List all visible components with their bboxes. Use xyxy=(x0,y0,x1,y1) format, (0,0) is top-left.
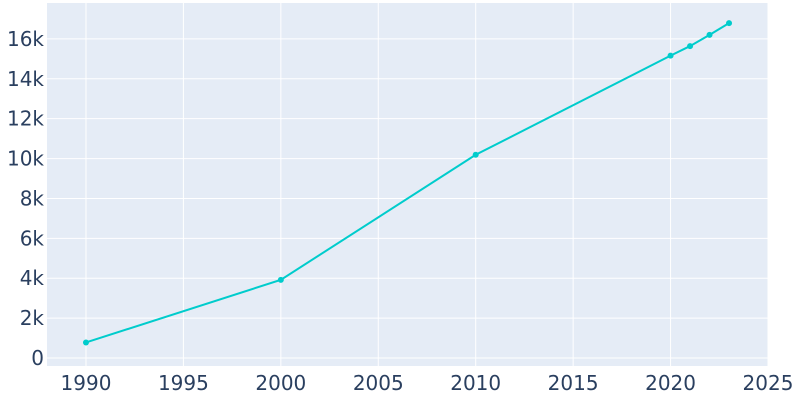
data-point xyxy=(667,52,674,59)
x-tick-label: 1990 xyxy=(61,371,112,395)
y-tick-label: 8k xyxy=(20,186,45,210)
data-point xyxy=(82,339,89,346)
data-point xyxy=(726,20,733,27)
y-tick-label: 10k xyxy=(7,147,44,171)
series-group xyxy=(82,20,733,346)
x-tick-label: 2005 xyxy=(353,371,404,395)
y-tick-label: 12k xyxy=(7,107,44,131)
x-tick-label: 1995 xyxy=(158,371,209,395)
x-tick-label: 2015 xyxy=(548,371,599,395)
y-axis-ticks: 0 2k 4k 6k 8k 10k 12k 14k 16k xyxy=(7,27,44,370)
x-tick-label: 2010 xyxy=(450,371,501,395)
y-tick-label: 14k xyxy=(7,67,44,91)
data-point xyxy=(687,43,694,50)
data-point xyxy=(706,31,713,38)
x-tick-label: 2025 xyxy=(743,371,794,395)
x-gridlines xyxy=(85,3,769,366)
y-tick-label: 6k xyxy=(20,226,45,250)
x-tick-label: 2020 xyxy=(645,371,696,395)
x-tick-label: 2000 xyxy=(255,371,306,395)
plot-area xyxy=(47,3,768,366)
y-tick-label: 0 xyxy=(31,346,44,370)
data-point xyxy=(472,151,479,158)
y-tick-label: 2k xyxy=(20,306,45,330)
data-point xyxy=(277,276,284,283)
x-axis-ticks: 1990 1995 2000 2005 2010 2015 2020 2025 xyxy=(61,371,794,395)
y-tick-label: 4k xyxy=(20,266,45,290)
y-tick-label: 16k xyxy=(7,27,44,51)
